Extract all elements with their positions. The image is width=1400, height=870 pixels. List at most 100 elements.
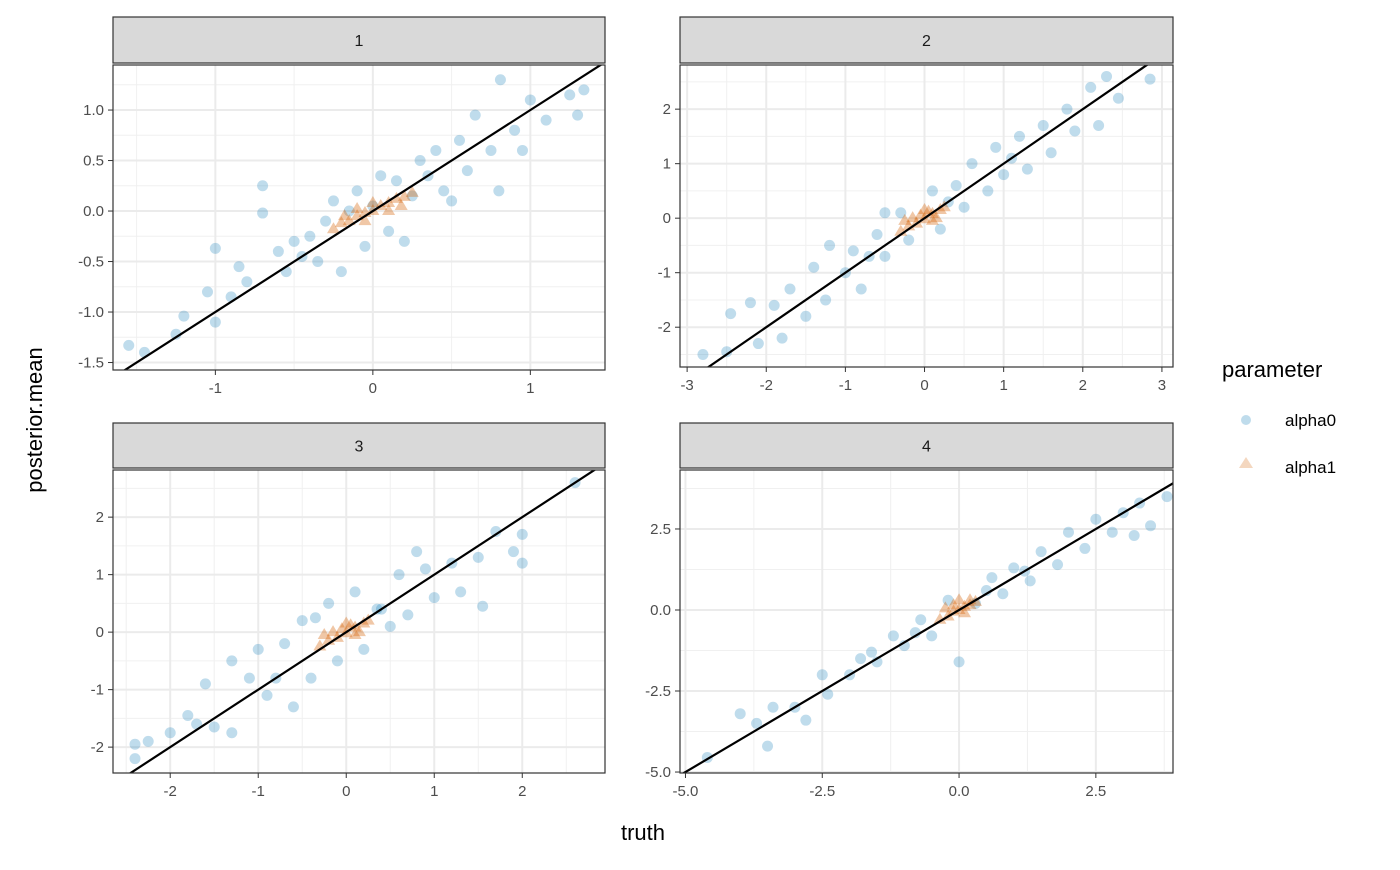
point-alpha0	[800, 714, 812, 726]
point-alpha1	[394, 198, 408, 210]
point-alpha0	[309, 612, 321, 624]
x-tick-label: 2	[1079, 377, 1087, 394]
point-alpha0	[572, 109, 584, 121]
point-alpha0	[226, 727, 238, 739]
x-tick-label: 1	[526, 380, 534, 397]
point-alpha0	[142, 735, 154, 747]
legend-label-alpha0: alpha0	[1285, 411, 1336, 430]
x-tick-label: 3	[1158, 377, 1166, 394]
point-alpha0	[287, 701, 299, 713]
x-tick-label: 0.0	[949, 783, 970, 800]
point-alpha0	[516, 528, 528, 540]
y-tick-label: 1.0	[83, 102, 104, 119]
x-tick-label: 0	[342, 783, 350, 800]
point-alpha0	[903, 234, 915, 246]
point-alpha0	[697, 348, 709, 360]
point-alpha1	[334, 216, 348, 228]
y-tick-label: 2	[96, 509, 104, 526]
point-alpha0	[934, 223, 946, 235]
point-alpha0	[327, 195, 339, 207]
x-tick-label: -2	[760, 377, 773, 394]
point-alpha0	[915, 614, 927, 626]
point-alpha0	[942, 594, 954, 606]
point-alpha1	[947, 604, 961, 616]
point-alpha0	[402, 609, 414, 621]
point-alpha0	[762, 740, 774, 752]
point-alpha0	[855, 653, 867, 665]
point-alpha0	[879, 250, 891, 262]
point-alpha0	[453, 134, 465, 146]
point-alpha0	[243, 672, 255, 684]
point-alpha0	[1061, 103, 1073, 115]
identity-line	[706, 65, 1149, 367]
point-alpha0	[1069, 125, 1081, 137]
point-alpha0	[887, 630, 899, 642]
point-alpha0	[953, 656, 965, 668]
point-alpha0	[524, 94, 536, 106]
x-tick-label: 0	[369, 380, 377, 397]
point-alpha0	[1021, 163, 1033, 175]
point-alpha0	[490, 526, 502, 538]
y-tick-label: -2	[658, 319, 671, 336]
point-alpha0	[455, 586, 467, 598]
facet-strip	[679, 422, 1174, 469]
point-alpha0	[958, 201, 970, 213]
point-alpha0	[721, 346, 733, 358]
facet-strip-label: 2	[922, 33, 931, 50]
y-tick-label: -2	[91, 739, 104, 756]
point-alpha0	[1178, 478, 1189, 489]
x-tick-label: -2.5	[809, 783, 835, 800]
panels: -1 0 1 -1.5 -1.0 -0.5 0.0 0.5 1.0 1 -3 -2 -1 0 1 2 3 -2 -1…	[78, 16, 1189, 800]
point-alpha0	[1106, 526, 1118, 538]
panel-4: -5.0 -2.5 0.0 2.5 -5.0 -2.5 0.0 2.5 4	[645, 422, 1189, 800]
facet-strip-label: 1	[355, 33, 364, 50]
point-alpha0	[201, 286, 213, 298]
point-alpha0	[966, 158, 978, 170]
point-alpha0	[209, 316, 221, 328]
point-alpha1	[906, 211, 920, 223]
x-tick-label: -1	[839, 377, 852, 394]
point-alpha0	[241, 276, 253, 288]
x-tick-label: 1	[430, 783, 438, 800]
point-alpha0	[855, 283, 867, 295]
point-alpha0	[438, 185, 450, 197]
point-alpha1	[925, 213, 939, 225]
y-tick-label: 0	[663, 210, 671, 227]
panel-3: -2 -1 0 1 2 -2 -1 0 1 2 3	[91, 422, 606, 800]
x-tick-label: 2	[518, 783, 526, 800]
point-alpha0	[998, 169, 1010, 181]
panel-1: -1 0 1 -1.5 -1.0 -0.5 0.0 0.5 1.0 1	[78, 16, 606, 397]
facet-strip	[112, 16, 606, 64]
point-alpha0	[507, 546, 519, 558]
point-alpha0	[800, 310, 812, 322]
legend-key-alpha1	[1239, 457, 1253, 468]
point-alpha0	[472, 551, 484, 563]
point-alpha0	[1112, 92, 1124, 104]
point-alpha0	[824, 239, 836, 251]
point-alpha0	[578, 84, 590, 96]
point-alpha0	[261, 689, 273, 701]
y-tick-label: 1	[663, 156, 671, 173]
point-alpha0	[485, 144, 497, 156]
point-alpha0	[312, 256, 324, 268]
point-alpha0	[375, 170, 387, 182]
point-alpha0	[926, 185, 938, 197]
facet-strip-label: 3	[355, 439, 364, 456]
y-tick-label: -1.5	[78, 355, 104, 372]
point-alpha0	[343, 205, 355, 217]
data-points	[122, 65, 603, 370]
point-alpha0	[469, 109, 481, 121]
panel-background	[680, 470, 1173, 773]
y-tick-label: -1.0	[78, 304, 104, 321]
point-alpha0	[1145, 520, 1157, 532]
point-alpha0	[331, 655, 343, 667]
point-alpha0	[1052, 559, 1064, 571]
point-alpha1	[918, 203, 932, 215]
y-axis-title: posterior.mean	[22, 347, 47, 493]
legend-key-alpha0	[1241, 415, 1251, 425]
point-alpha0	[411, 546, 423, 558]
point-alpha0	[1128, 529, 1140, 541]
point-alpha0	[461, 165, 473, 177]
point-alpha0	[725, 308, 737, 320]
point-alpha0	[1079, 542, 1091, 554]
